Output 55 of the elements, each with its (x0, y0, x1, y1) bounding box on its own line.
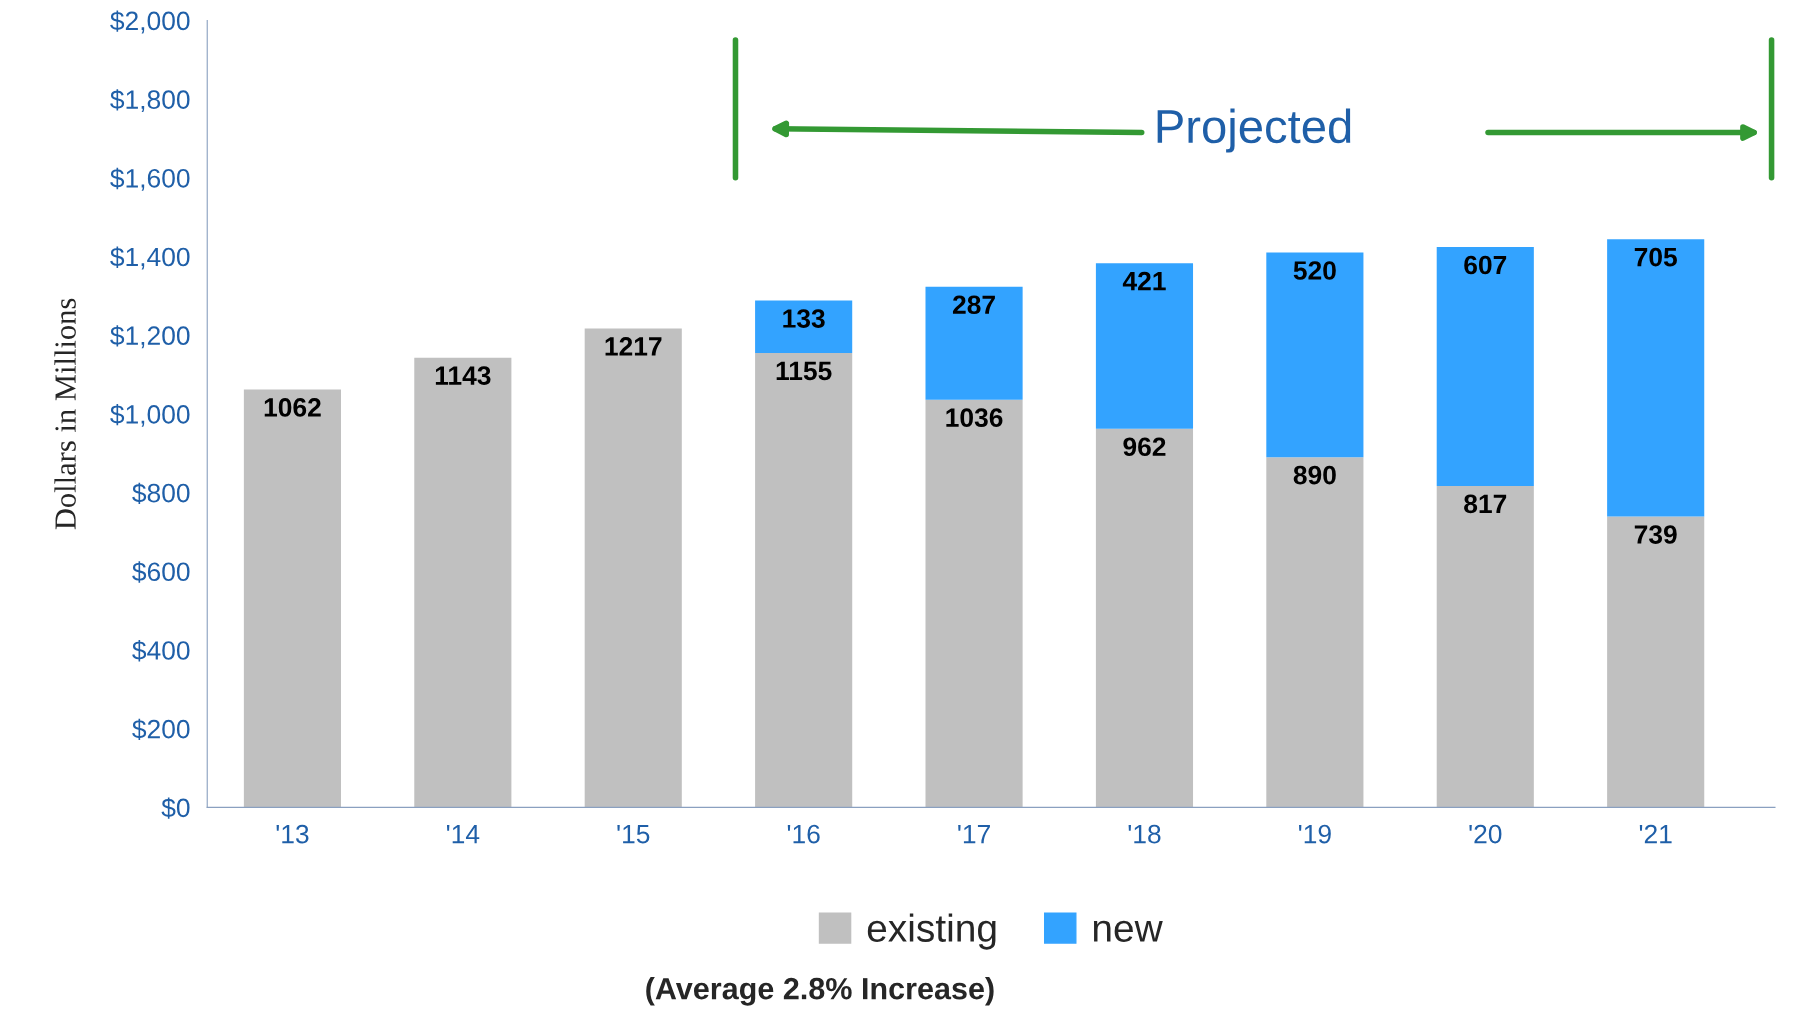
bar (1266, 457, 1364, 808)
data-label: 133 (783, 309, 825, 328)
x-tick-label: '21 (1639, 824, 1672, 844)
y-axis-title: Dollars in Millions (54, 298, 76, 530)
x-tick-label: '19 (1299, 824, 1331, 844)
data-label: 890 (1293, 465, 1336, 485)
bar (414, 357, 512, 808)
y-tick-label: $1,000 (110, 403, 190, 427)
bar (1266, 252, 1364, 458)
text: (Average 2.8% Increase) (646, 977, 994, 1006)
bar (1607, 516, 1705, 808)
bar (755, 300, 853, 353)
data-label: 607 (1464, 255, 1507, 275)
y-tick-label: $800 (132, 482, 190, 504)
x-tick-label: '20 (1469, 824, 1502, 844)
data-label: 1155 (776, 361, 832, 381)
y-tick-label: $0 (161, 797, 190, 819)
bar (1095, 428, 1194, 808)
data-label: 962 (1123, 437, 1166, 457)
y-tick-label: $2,000 (110, 10, 190, 34)
y-tick-label: $1,200 (110, 325, 190, 349)
data-label: 1217 (605, 337, 662, 356)
bar (1436, 247, 1534, 486)
y-tick-label: $400 (132, 640, 190, 662)
legend-label: existing (867, 913, 996, 950)
bar (925, 286, 1023, 400)
y-tick-label: $1,800 (110, 89, 190, 113)
annotation: Projected (1157, 108, 1351, 153)
x-tick-label: '13 (276, 824, 309, 844)
bar (1095, 263, 1194, 429)
data-label: 421 (1122, 271, 1166, 291)
data-label: 739 (1634, 525, 1677, 544)
data-label: 1143 (435, 366, 491, 385)
y-tick-label: $200 (132, 718, 190, 741)
legend-label: new (1093, 920, 1163, 942)
y-tick-label: $1,600 (110, 167, 190, 191)
x-tick-label: '17 (958, 825, 990, 844)
x-tick-label: '15 (617, 825, 650, 844)
data-label: 520 (1293, 261, 1336, 280)
bar (925, 399, 1023, 808)
x-tick-label: '14 (446, 825, 480, 844)
data-label: 1036 (946, 408, 1003, 428)
y-tick-label: $600 (132, 561, 190, 583)
bar (584, 328, 682, 808)
y-tick-label: $1,400 (110, 246, 190, 270)
bar (243, 389, 341, 808)
bar (1436, 485, 1534, 808)
data-label: 1062 (264, 398, 321, 417)
bar (755, 352, 853, 808)
data-label: 705 (1634, 247, 1677, 267)
data-label: 287 (952, 295, 995, 315)
bar (1607, 239, 1705, 517)
x-tick-label: '16 (787, 824, 820, 844)
x-tick-label: '18 (1128, 824, 1161, 844)
data-label: 817 (1464, 494, 1507, 514)
